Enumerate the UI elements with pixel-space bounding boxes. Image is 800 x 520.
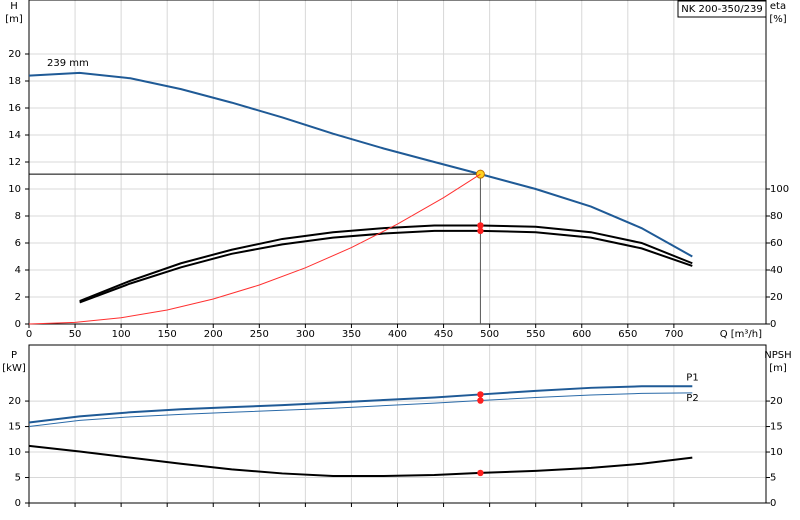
y2-axis-label: NPSH [764,350,791,361]
y2-tick-label: 10 [770,447,783,458]
x-tick-label: 100 [112,329,131,340]
y-tick-label: 15 [8,422,21,433]
y-tick-label: 0 [15,319,21,330]
y-tick-label: 20 [8,49,21,60]
y2-tick-label: 100 [770,184,789,195]
y2-tick-label: 0 [770,319,776,330]
curve-label: P2 [686,393,698,404]
x-axis-label: Q [m³/h] [720,329,762,340]
y-axis-label: [kW] [2,363,26,374]
y2-axis-label: eta [770,1,786,12]
x-tick-label: 200 [204,329,223,340]
y2-tick-label: 15 [770,422,783,433]
curve [28,444,693,477]
curve-label: 239 mm [47,58,89,69]
title-box [677,0,767,18]
y-tick-label: 6 [15,238,21,249]
y-tick-label: 8 [15,211,21,222]
y-tick-label: 2 [15,292,21,303]
x-tick-label: 0 [26,329,32,340]
y-tick-label: 20 [8,396,21,407]
x-tick-label: 150 [158,329,177,340]
x-tick-label: 450 [434,329,453,340]
y2-tick-label: 0 [770,498,776,509]
duty-point [477,227,484,235]
y-tick-label: 0 [15,498,21,509]
y-axis-label: P [11,350,17,361]
y-axis-label: H [10,1,18,12]
y-tick-label: 10 [8,447,21,458]
duty-point [477,222,484,229]
chart-title: NK 200-350/239 [681,4,762,15]
curve [79,224,693,302]
curve [28,385,693,424]
y-tick-label: 18 [8,76,21,87]
y2-tick-label: 80 [770,211,783,222]
x-tick-label: 500 [480,329,499,340]
x-tick-label: 550 [526,329,545,340]
duty-point [477,391,484,398]
x-tick-label: 700 [664,329,683,340]
y-tick-label: 10 [8,184,21,195]
y-tick-label: 5 [15,473,21,484]
x-tick-label: 600 [572,329,591,340]
y-tick-label: 4 [15,265,21,276]
curve [28,71,693,258]
x-tick-label: 350 [342,329,361,340]
curve [28,392,693,428]
x-tick-label: 650 [618,329,637,340]
duty-point [477,469,484,477]
y2-axis-label: [%] [769,14,786,25]
curve [28,173,481,325]
x-tick-label: 400 [388,329,407,340]
y2-tick-label: 5 [770,473,776,484]
curve-label: P1 [686,372,698,383]
y2-tick-label: 40 [770,265,783,276]
x-tick-label: 250 [250,329,269,340]
y2-axis-label: [m] [769,363,787,374]
y-tick-label: 14 [8,130,21,141]
x-tick-label: 50 [69,329,82,340]
y2-tick-label: 20 [770,292,783,303]
duty-point [477,397,484,404]
y2-tick-label: 20 [770,396,783,407]
curve [79,229,693,304]
x-tick-label: 300 [296,329,315,340]
y-axis-label: [m] [5,14,23,25]
y2-tick-label: 60 [770,238,783,249]
y-tick-label: 12 [8,157,21,168]
y-tick-label: 16 [8,103,21,114]
